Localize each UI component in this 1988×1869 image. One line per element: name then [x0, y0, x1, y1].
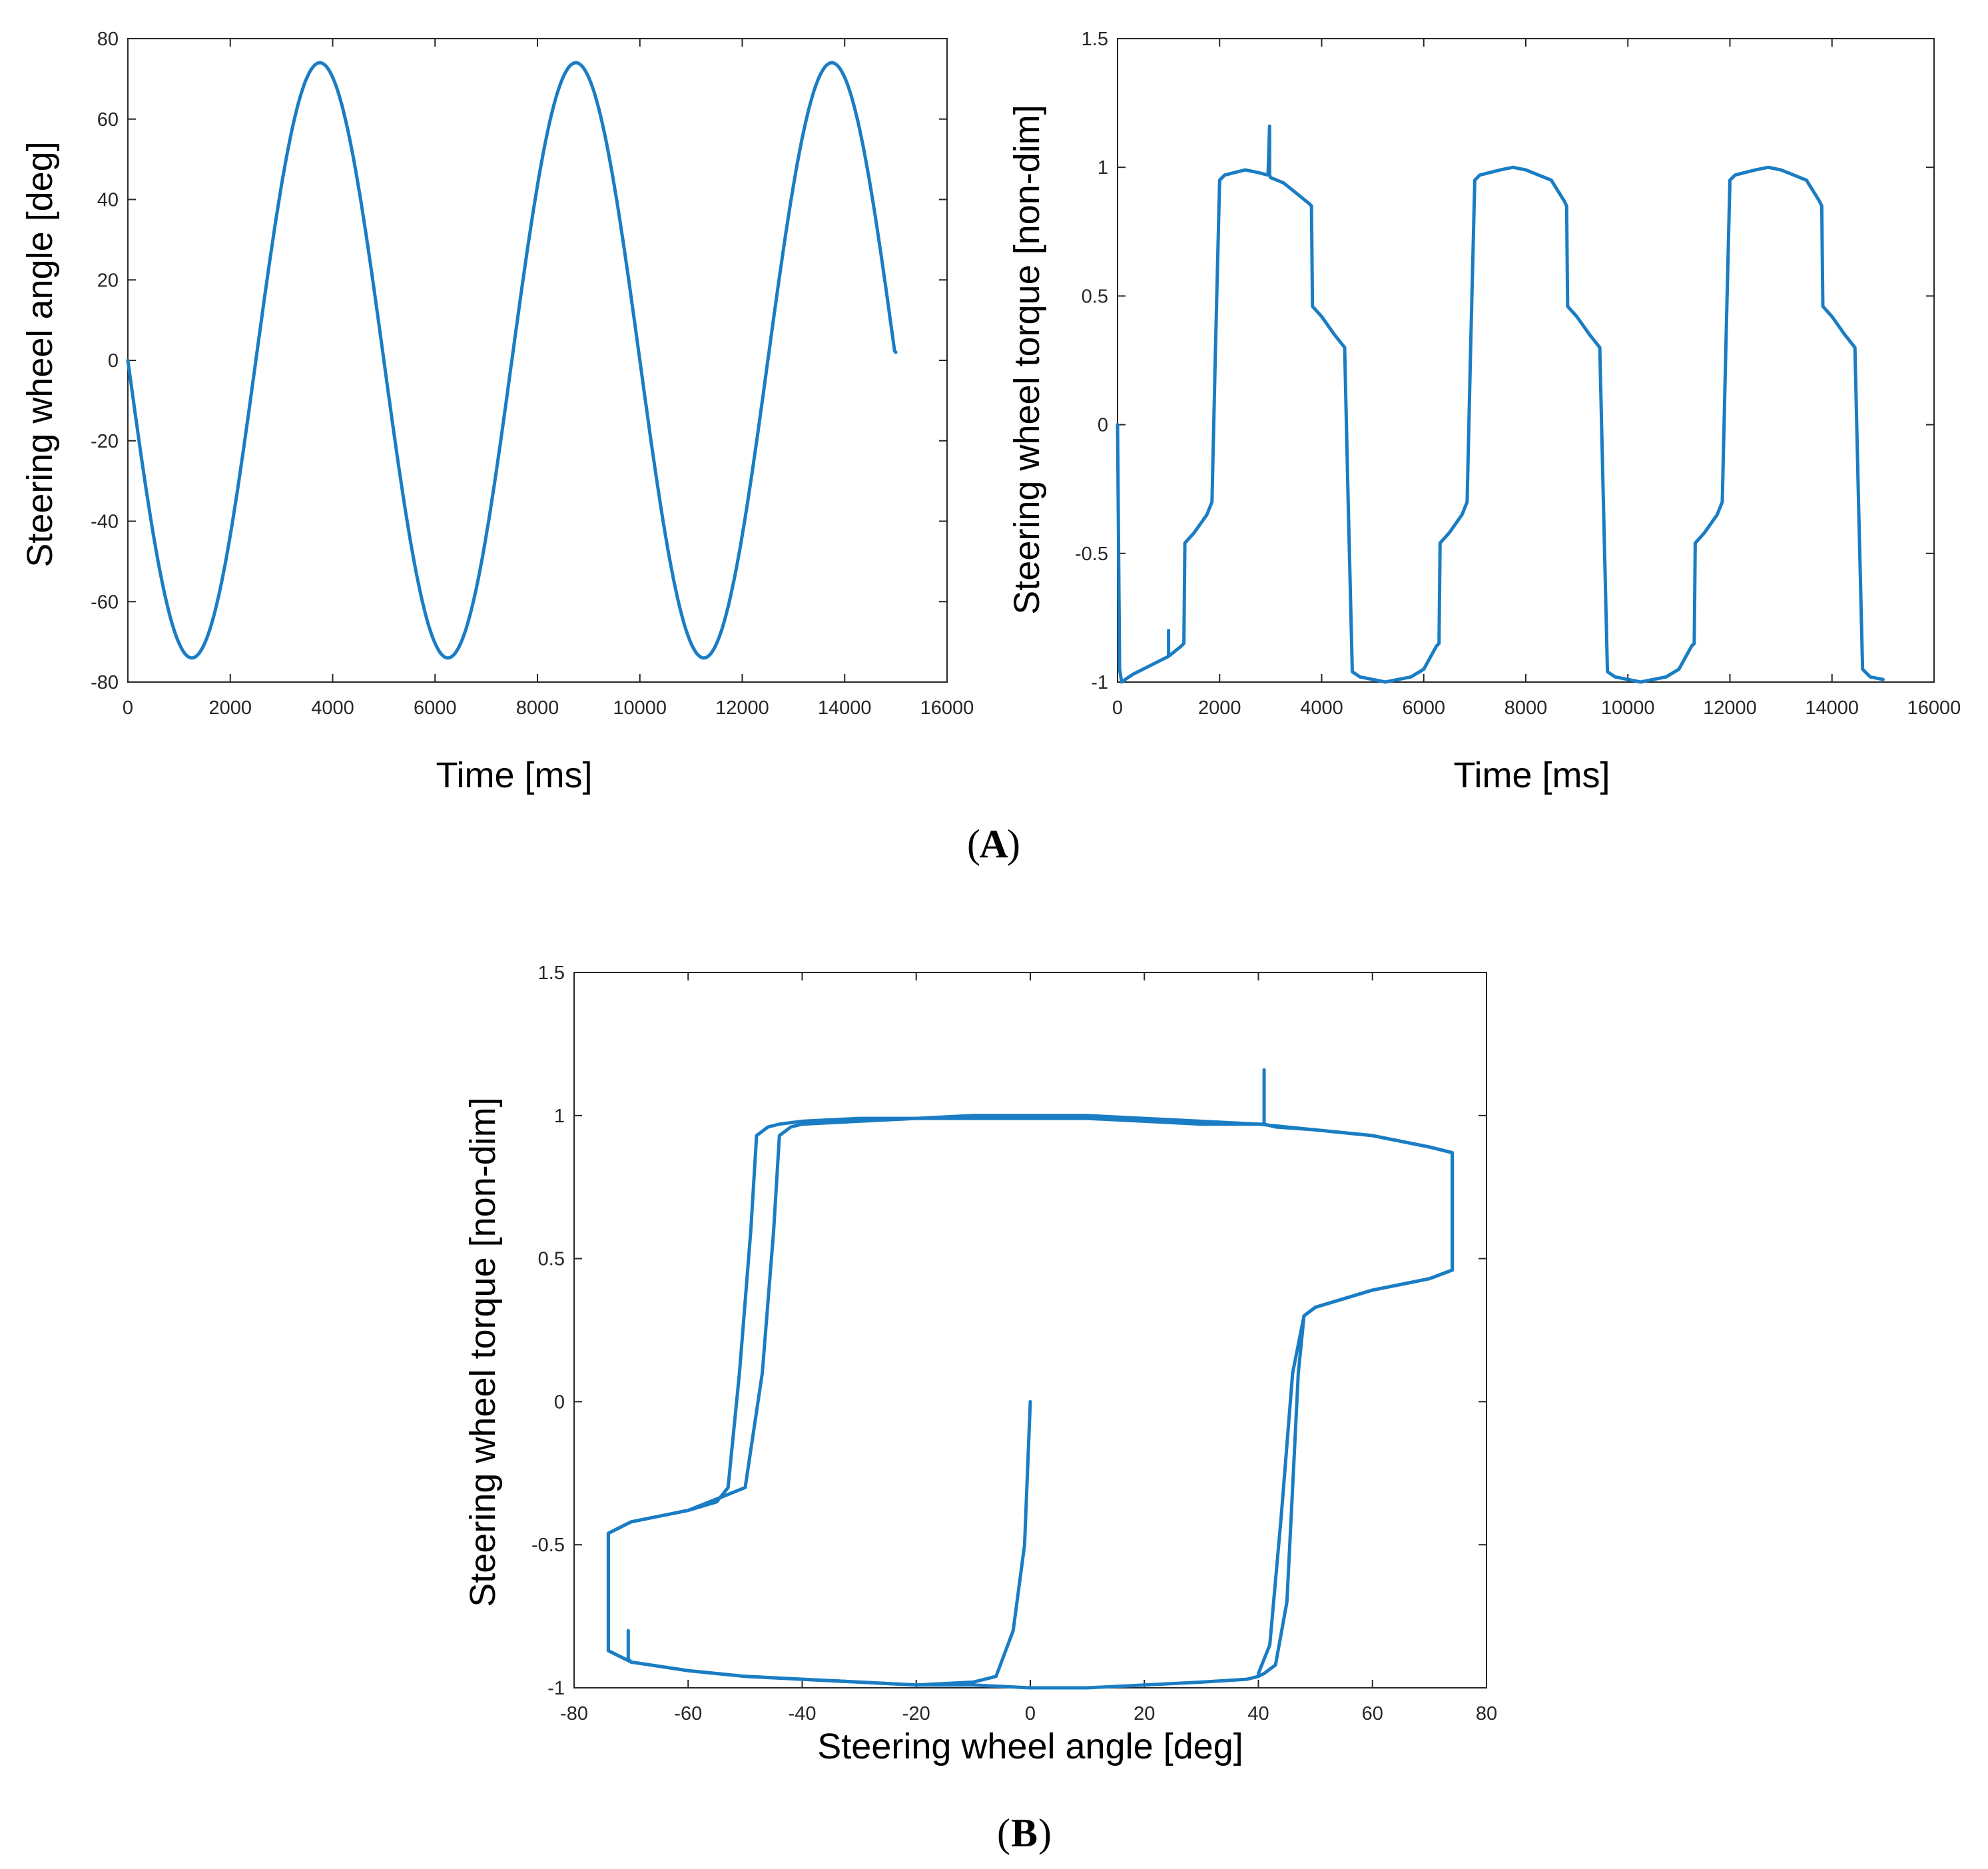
- y-tick-label: -60: [91, 591, 119, 613]
- x-tick-label: 14000: [818, 697, 872, 719]
- x-tick-label: 8000: [516, 697, 559, 719]
- x-tick-label: -60: [674, 1703, 702, 1724]
- x-tick-label: 2000: [208, 697, 252, 719]
- y-tick-label: 0.5: [1082, 286, 1108, 307]
- x-tick-label: 20: [1134, 1703, 1155, 1724]
- y-tick-label: -1: [1091, 672, 1108, 693]
- torque-vs-angle-plot: -80 -60 -40 -20 0 20 40 60 80 -1 -0.5 0 0.5 1 1.5 Stee…: [463, 962, 1497, 1766]
- panel-a-caption: ( A ): [967, 822, 1020, 866]
- y-tick-label: 80: [97, 29, 119, 50]
- angle-vs-time-plot: 0 2000 4000 6000 8000 10000 12000 14000 16000 -80…: [20, 29, 974, 795]
- x-tick-label: 10000: [1601, 697, 1655, 719]
- y-tick-label: -1: [547, 1678, 565, 1699]
- y-tick-label: -0.5: [1075, 544, 1108, 565]
- y-tick-label: 0.5: [538, 1249, 565, 1270]
- x-tick-label: 60: [1362, 1703, 1383, 1724]
- torque-vs-time-series: [1116, 124, 1885, 684]
- y-tick-label: 40: [97, 190, 119, 211]
- y-tick-label: 1.5: [1082, 29, 1108, 50]
- torque-vs-time-ylabel: Steering wheel torque [non-dim]: [1007, 105, 1047, 614]
- x-tick-label: 0: [1112, 697, 1123, 719]
- x-tick-label: 14000: [1805, 697, 1859, 719]
- x-tick-label: 4000: [311, 697, 354, 719]
- y-tick-label: 1: [1098, 157, 1108, 179]
- torque-vs-time-ticks: 0 2000 4000 6000 8000 10000 12000 14000 16000 -1 -…: [1075, 29, 1961, 719]
- y-tick-label: 60: [97, 109, 119, 131]
- y-tick-label: 1.5: [538, 962, 565, 984]
- angle-vs-time-ticks: 0 2000 4000 6000 8000 10000 12000 14000 16000 -80…: [91, 29, 974, 719]
- y-tick-label: 0: [108, 350, 119, 372]
- x-tick-label: 12000: [715, 697, 769, 719]
- torque-vs-angle-ylabel: Steering wheel torque [non-dim]: [463, 1097, 503, 1607]
- y-tick-label: 1: [554, 1106, 565, 1127]
- svg-text:(: (: [967, 822, 980, 866]
- angle-vs-time-series-line-1: [126, 61, 898, 660]
- x-tick-label: -40: [789, 1703, 817, 1724]
- x-tick-label: 80: [1476, 1703, 1497, 1724]
- y-tick-label: 20: [97, 270, 119, 291]
- torque-vs-angle-series-line-2: [606, 1114, 1455, 1690]
- angle-vs-time-series: [126, 61, 898, 660]
- y-tick-label: -20: [91, 431, 119, 452]
- panel-b-letter: B: [1011, 1811, 1038, 1855]
- torque-vs-angle-xlabel: Steering wheel angle [deg]: [817, 1726, 1243, 1766]
- torque-vs-time-plot: 0 2000 4000 6000 8000 10000 12000 14000 16000 -1 -…: [1007, 29, 1961, 795]
- x-tick-label: 12000: [1703, 697, 1757, 719]
- x-tick-label: 6000: [414, 697, 457, 719]
- x-tick-label: 16000: [1907, 697, 1961, 719]
- x-tick-label: 0: [123, 697, 133, 719]
- y-tick-label: -40: [91, 512, 119, 533]
- x-tick-label: 10000: [613, 697, 667, 719]
- x-tick-label: 16000: [920, 697, 974, 719]
- x-tick-label: 8000: [1504, 697, 1548, 719]
- torque-vs-time-xlabel: Time [ms]: [1454, 755, 1610, 795]
- y-tick-label: -80: [91, 672, 119, 693]
- angle-vs-time-ylabel: Steering wheel angle [deg]: [20, 141, 60, 567]
- x-tick-label: 40: [1247, 1703, 1269, 1724]
- svg-text:): ): [1038, 1811, 1052, 1855]
- y-tick-label: 0: [554, 1391, 565, 1413]
- torque-vs-time-series-line-1: [1116, 124, 1885, 684]
- x-tick-label: -80: [560, 1703, 588, 1724]
- x-tick-label: -20: [902, 1703, 930, 1724]
- svg-text:(: (: [997, 1811, 1010, 1855]
- torque-vs-angle-series: [606, 1068, 1455, 1690]
- x-tick-label: 0: [1025, 1703, 1036, 1724]
- y-tick-label: 0: [1098, 415, 1108, 436]
- svg-text:): ): [1007, 822, 1020, 866]
- y-tick-label: -0.5: [531, 1535, 565, 1556]
- panel-a-letter: A: [979, 822, 1008, 866]
- angle-vs-time-xlabel: Time [ms]: [436, 755, 593, 795]
- x-tick-label: 4000: [1300, 697, 1343, 719]
- torque-vs-angle-ticks: -80 -60 -40 -20 0 20 40 60 80 -1 -0.5 0 0.5 1 1.5: [531, 962, 1497, 1724]
- panel-b-caption: ( B ): [997, 1811, 1052, 1855]
- x-tick-label: 2000: [1198, 697, 1241, 719]
- x-tick-label: 6000: [1402, 697, 1445, 719]
